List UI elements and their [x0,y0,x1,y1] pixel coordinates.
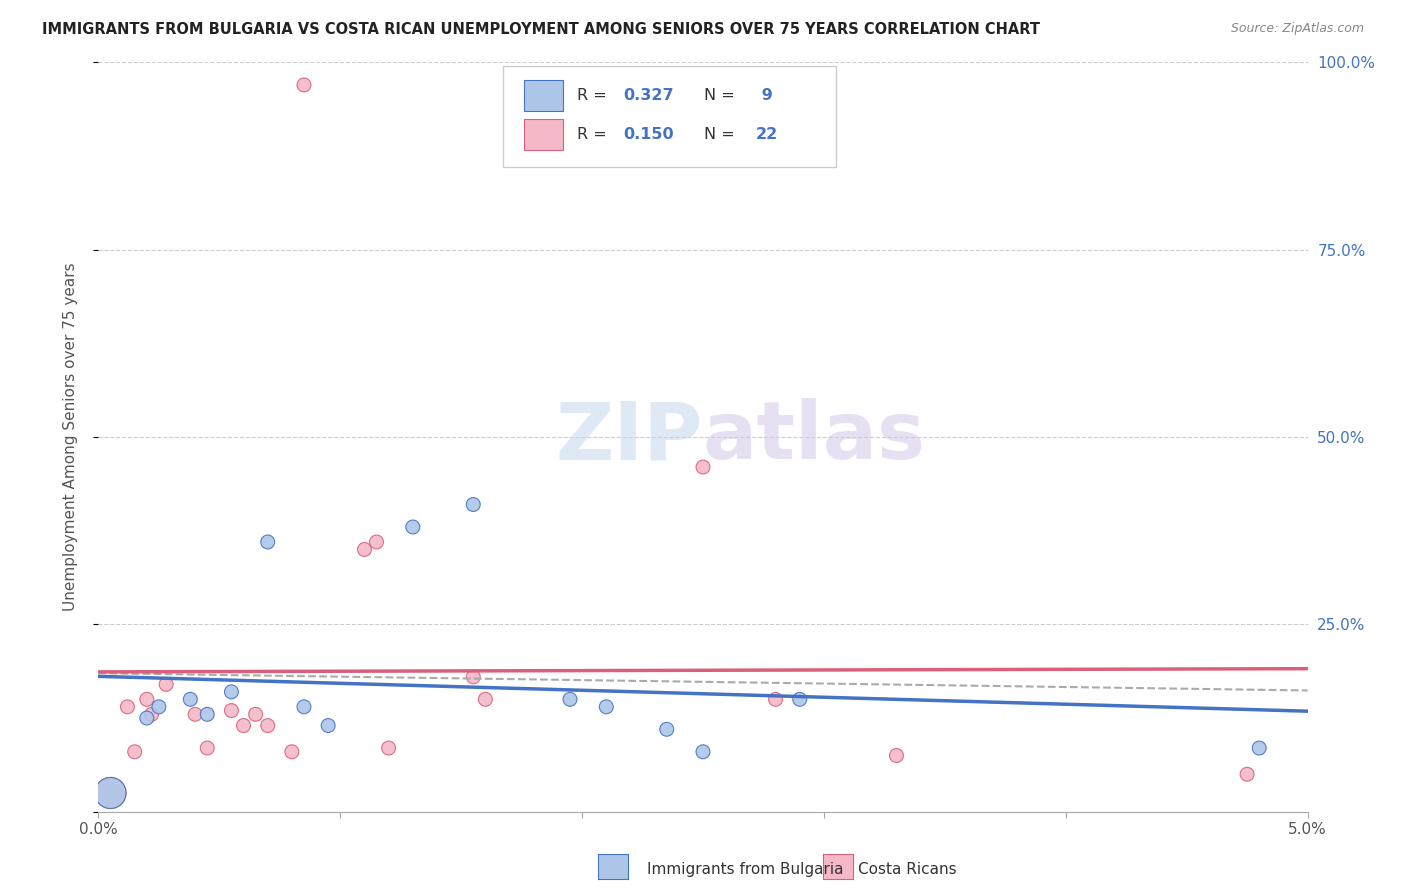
Text: 22: 22 [756,127,779,142]
Point [463,498,485,512]
Point [179,692,201,706]
Point [558,692,581,706]
Point [692,460,714,475]
Point [886,748,908,763]
Point [595,699,617,714]
Point [100,786,122,800]
Text: Immigrants from Bulgaria: Immigrants from Bulgaria [647,863,844,877]
Point [281,745,304,759]
Point [221,704,243,718]
Text: Costa Ricans: Costa Ricans [858,863,956,877]
Point [789,692,811,706]
Point [135,711,157,725]
Text: R =: R = [578,127,612,142]
Point [474,692,496,706]
Point [195,741,218,756]
Point [155,677,177,691]
Point [402,520,425,534]
Point [245,707,267,722]
Point [692,745,714,759]
Point [366,535,388,549]
Point [1249,741,1271,756]
Point [292,78,315,92]
Bar [524,119,562,150]
Point [256,718,278,732]
Text: Source: ZipAtlas.com: Source: ZipAtlas.com [1230,22,1364,36]
Point [256,535,278,549]
Text: ZIP: ZIP [555,398,703,476]
Text: R =: R = [578,88,612,103]
Text: 0.327: 0.327 [623,88,673,103]
Point [135,692,157,706]
Point [463,670,485,684]
Text: 9: 9 [756,88,773,103]
Point [141,707,163,722]
Point [232,718,254,732]
Point [124,745,146,759]
Point [195,707,218,722]
Y-axis label: Unemployment Among Seniors over 75 years: Unemployment Among Seniors over 75 years [63,263,77,611]
Text: IMMIGRANTS FROM BULGARIA VS COSTA RICAN UNEMPLOYMENT AMONG SENIORS OVER 75 YEARS: IMMIGRANTS FROM BULGARIA VS COSTA RICAN … [42,22,1040,37]
Bar [524,79,562,112]
Point [655,723,678,737]
Point [184,707,207,722]
Text: N =: N = [704,127,740,142]
Text: 0.150: 0.150 [623,127,673,142]
Point [377,741,399,756]
Point [100,786,122,800]
Text: N =: N = [704,88,740,103]
Point [148,699,170,714]
Point [117,699,139,714]
Text: atlas: atlas [703,398,927,476]
Point [353,542,375,557]
Point [316,718,339,732]
FancyBboxPatch shape [503,66,837,168]
Point [1236,767,1258,781]
Point [221,685,243,699]
Point [765,692,787,706]
Point [292,699,315,714]
